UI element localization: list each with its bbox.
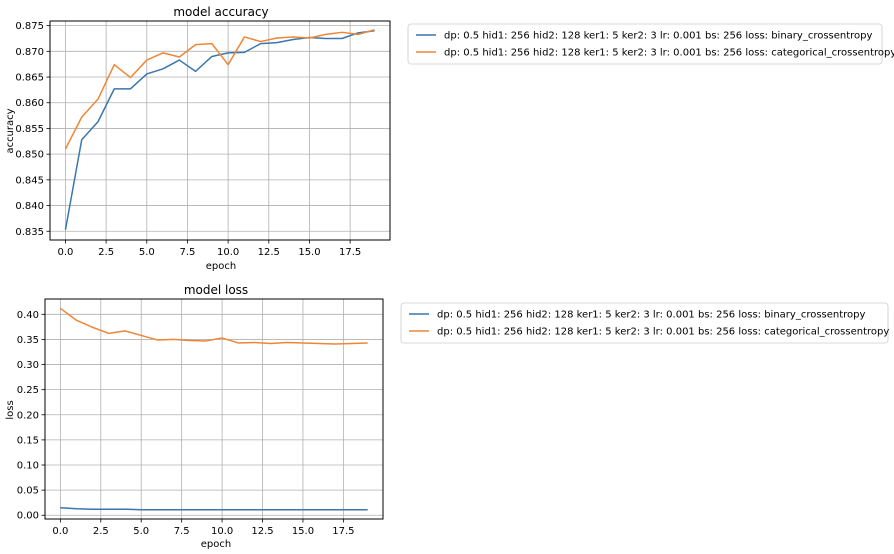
accuracy-series-2-line <box>64 29 375 150</box>
accuracy-x-label: epoch <box>206 261 236 272</box>
loss-x-label: epoch <box>201 539 231 550</box>
accuracy-x-tick-label: 0.0 <box>58 247 74 258</box>
loss-y-tick-label: 0.40 <box>17 310 39 321</box>
loss-x-tick-label: 7.5 <box>174 526 190 537</box>
accuracy-series-1-line <box>64 30 375 230</box>
loss-y-tick-label: 0.20 <box>17 410 39 421</box>
loss-axes-frame <box>44 298 384 520</box>
accuracy-y-tick-label: 0.840 <box>15 201 44 212</box>
accuracy-x-tick-label: 10.0 <box>217 247 239 258</box>
loss-legend-box <box>400 302 889 344</box>
accuracy-legend-entry-1: dp: 0.5 hid1: 256 hid2: 128 ker1: 5 ker2… <box>444 31 873 42</box>
loss-y-tick-label: 0.05 <box>17 486 39 497</box>
loss-y-tick-label: 0.30 <box>17 360 39 371</box>
accuracy-y-tick-label: 0.845 <box>15 175 44 186</box>
loss-x-tick-label: 10.0 <box>211 526 233 537</box>
accuracy-legend-box <box>407 23 883 65</box>
loss-y-tick-label: 0.10 <box>17 461 39 472</box>
loss-x-tick-label: 12.5 <box>251 526 273 537</box>
loss-y-tick-label: 0.00 <box>17 511 39 522</box>
accuracy-y-tick-label: 0.870 <box>15 47 44 58</box>
loss-series-layer <box>59 307 368 511</box>
loss-x-tick-label: 2.5 <box>93 526 109 537</box>
loss-y-tick-label: 0.35 <box>17 335 39 346</box>
accuracy-grid <box>50 21 390 240</box>
accuracy-y-tick-label: 0.875 <box>15 21 44 32</box>
loss-series-1-line <box>60 506 368 511</box>
accuracy-y-tick-label: 0.850 <box>15 150 44 161</box>
loss-legend: dp: 0.5 hid1: 256 hid2: 128 ker1: 5 ker2… <box>400 302 889 344</box>
loss-y-label: loss <box>5 400 16 419</box>
loss-legend-entry-1: dp: 0.5 hid1: 256 hid2: 128 ker1: 5 ker2… <box>437 310 866 321</box>
accuracy-x-tick-label: 2.5 <box>98 247 114 258</box>
accuracy-x-tick-label: 12.5 <box>258 247 280 258</box>
loss-x-tick-label: 0.0 <box>52 526 68 537</box>
loss-x-tick-label: 15.0 <box>292 526 314 537</box>
accuracy-x-ticks: 0.0 2.5 5.0 7.5 10.0 12.5 15.0 17.5 <box>58 240 361 258</box>
accuracy-legend: dp: 0.5 hid1: 256 hid2: 128 ker1: 5 ker2… <box>407 23 894 65</box>
accuracy-x-tick-label: 17.5 <box>339 247 361 258</box>
accuracy-y-label: accuracy <box>5 108 16 153</box>
loss-legend-entry-2: dp: 0.5 hid1: 256 hid2: 128 ker1: 5 ker2… <box>437 327 889 338</box>
loss-grid <box>45 299 383 519</box>
accuracy-title: model accuracy <box>173 5 268 19</box>
loss-x-ticks: 0.0 2.5 5.0 7.5 10.0 12.5 15.0 17.5 <box>52 519 355 537</box>
accuracy-y-tick-label: 0.835 <box>15 227 44 238</box>
accuracy-series-layer <box>64 29 375 230</box>
accuracy-x-tick-label: 15.0 <box>298 247 320 258</box>
loss-y-ticks: 0.00 0.05 0.10 0.15 0.20 0.25 0.30 0.35 0.40 <box>17 310 45 522</box>
accuracy-y-tick-label: 0.860 <box>15 98 44 109</box>
accuracy-legend-entry-2: dp: 0.5 hid1: 256 hid2: 128 ker1: 5 ker2… <box>444 48 894 59</box>
loss-x-tick-label: 17.5 <box>332 526 354 537</box>
accuracy-axes-frame <box>49 20 391 241</box>
accuracy-y-tick-label: 0.865 <box>15 73 44 84</box>
accuracy-y-ticks: 0.835 0.840 0.845 0.850 0.855 0.860 0.865 0.870… <box>15 21 50 238</box>
loss-series-2-line <box>59 307 368 345</box>
loss-plot: model loss 0.0 2.5 5.0 7.5 10.0 12.5 15.0 17.5 … <box>5 283 889 550</box>
loss-title: model loss <box>184 283 248 297</box>
accuracy-plot: model accuracy 0.0 2.5 5.0 7.5 10.0 12.5 15.0 1… <box>5 5 894 272</box>
loss-y-tick-label: 0.25 <box>17 385 39 396</box>
accuracy-x-tick-label: 7.5 <box>180 247 196 258</box>
loss-x-tick-label: 5.0 <box>133 526 149 537</box>
loss-y-tick-label: 0.15 <box>17 435 39 446</box>
accuracy-y-tick-label: 0.855 <box>15 124 44 135</box>
accuracy-x-tick-label: 5.0 <box>139 247 155 258</box>
